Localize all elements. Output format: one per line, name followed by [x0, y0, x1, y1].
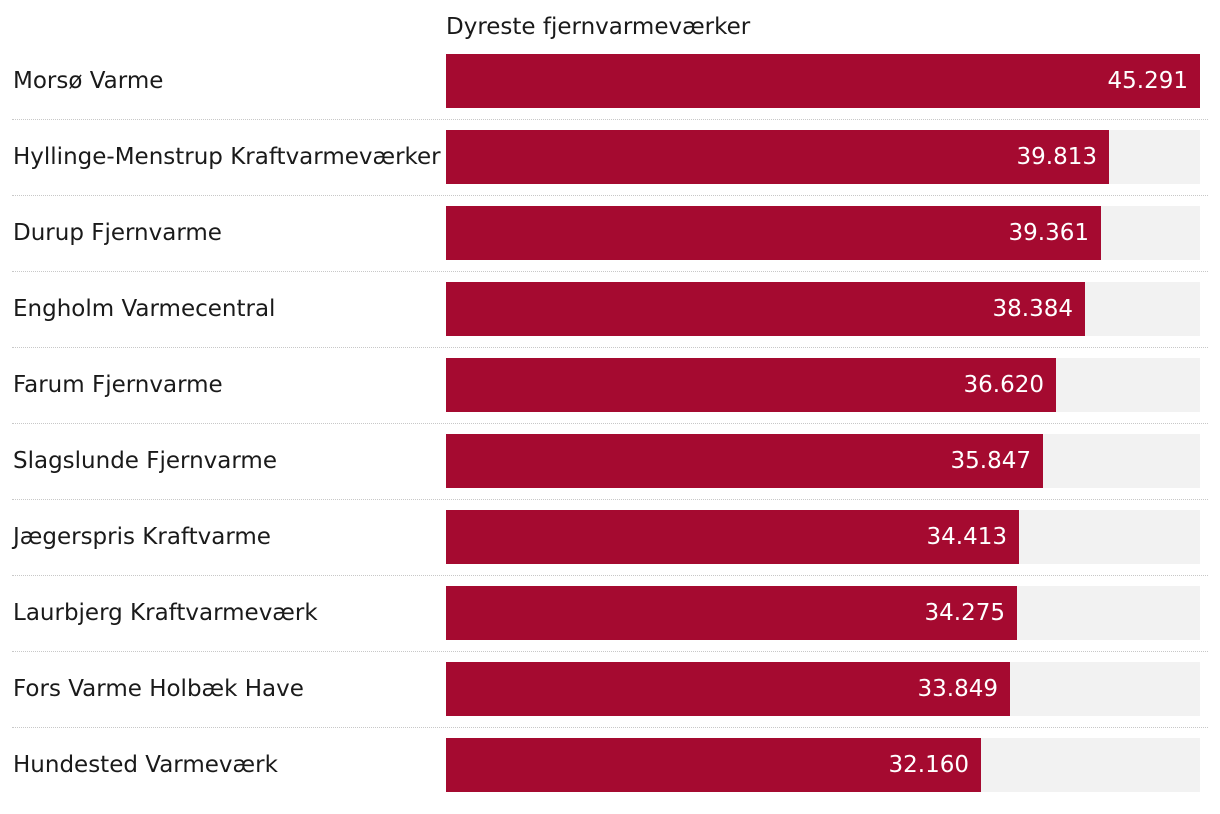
bar-row: Farum Fjernvarme 36.620: [0, 358, 1220, 434]
category-label: Laurbjerg Kraftvarmeværk: [13, 600, 318, 626]
category-label: Slagslunde Fjernvarme: [13, 448, 277, 474]
value-label: 34.275: [924, 600, 1005, 626]
category-label: Hundested Varmeværk: [13, 752, 278, 778]
bar-row: Engholm Varmecentral 38.384: [0, 282, 1220, 358]
row-separator: [12, 195, 1208, 196]
row-separator: [12, 271, 1208, 272]
bar: [446, 206, 1101, 260]
row-separator: [12, 499, 1208, 500]
bar-row: Jægerspris Kraftvarme 34.413: [0, 510, 1220, 586]
bar-track: 34.275: [446, 586, 1200, 640]
bar: [446, 358, 1056, 412]
category-label: Durup Fjernvarme: [13, 220, 222, 246]
value-label: 32.160: [888, 752, 969, 778]
bar: [446, 586, 1017, 640]
bar-row: Fors Varme Holbæk Have 33.849: [0, 662, 1220, 738]
bar-row: Slagslunde Fjernvarme 35.847: [0, 434, 1220, 510]
row-separator: [12, 347, 1208, 348]
row-separator: [12, 423, 1208, 424]
category-label: Hyllinge-Menstrup Kraftvarmeværker: [13, 144, 441, 170]
category-label: Jægerspris Kraftvarme: [13, 524, 271, 550]
category-label: Fors Varme Holbæk Have: [13, 676, 304, 702]
bar-row: Durup Fjernvarme 39.361: [0, 206, 1220, 282]
bar-track: 36.620: [446, 358, 1200, 412]
value-label: 33.849: [917, 676, 998, 702]
value-label: 39.813: [1016, 144, 1097, 170]
bar-track: 39.813: [446, 130, 1200, 184]
row-separator: [12, 119, 1208, 120]
bar: [446, 282, 1085, 336]
value-label: 39.361: [1008, 220, 1089, 246]
chart-title: Dyreste fjernvarmeværker: [446, 14, 751, 40]
bar-track: 38.384: [446, 282, 1200, 336]
value-label: 35.847: [950, 448, 1031, 474]
value-label: 45.291: [1107, 68, 1188, 94]
bar: [446, 130, 1109, 184]
bar: [446, 434, 1043, 488]
value-label: 36.620: [963, 372, 1044, 398]
bar: [446, 54, 1200, 108]
bar-track: 34.413: [446, 510, 1200, 564]
category-label: Engholm Varmecentral: [13, 296, 276, 322]
row-separator: [12, 575, 1208, 576]
bar-track: 39.361: [446, 206, 1200, 260]
bar-track: 35.847: [446, 434, 1200, 488]
bar-row: Morsø Varme 45.291: [0, 54, 1220, 130]
value-label: 34.413: [926, 524, 1007, 550]
category-label: Farum Fjernvarme: [13, 372, 223, 398]
bar: [446, 662, 1010, 716]
bar-track: 32.160: [446, 738, 1200, 792]
bar-row: Hundested Varmeværk 32.160: [0, 738, 1220, 814]
bar-track: 33.849: [446, 662, 1200, 716]
bar-row: Hyllinge-Menstrup Kraftvarmeværker 39.813: [0, 130, 1220, 206]
bar: [446, 510, 1019, 564]
bar-row: Laurbjerg Kraftvarmeværk 34.275: [0, 586, 1220, 662]
row-separator: [12, 727, 1208, 728]
bar: [446, 738, 981, 792]
bar-track: 45.291: [446, 54, 1200, 108]
row-separator: [12, 651, 1208, 652]
category-label: Morsø Varme: [13, 68, 164, 94]
value-label: 38.384: [992, 296, 1073, 322]
